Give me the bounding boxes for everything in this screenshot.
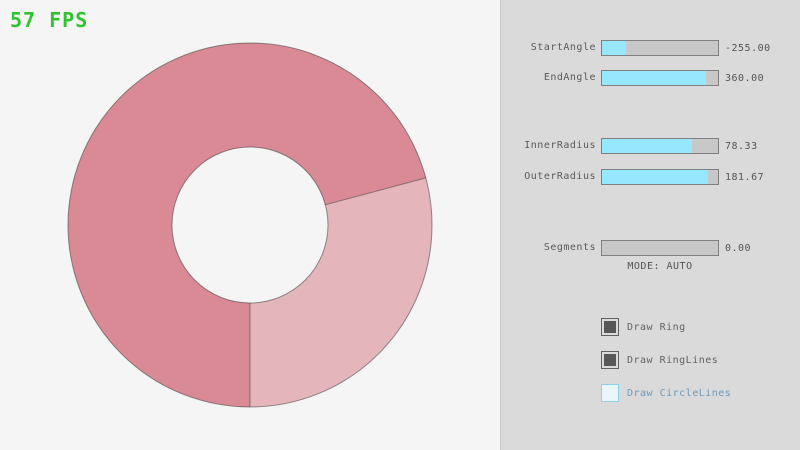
- control-panel: StartAngle -255.00 EndAngle 360.00 Inner…: [500, 0, 800, 450]
- endangle-label: EndAngle: [543, 72, 596, 83]
- startangle-slider[interactable]: [601, 40, 719, 56]
- ring-lines: [67, 42, 433, 408]
- innerradius-label: InnerRadius: [524, 140, 596, 151]
- endangle-slider[interactable]: [601, 70, 719, 86]
- draw-ringlines-label: Draw RingLines: [627, 354, 719, 366]
- slider-row-startangle: StartAngle -255.00: [501, 40, 800, 56]
- innerradius-slider-fill: [602, 139, 693, 153]
- fps-counter: 57 FPS: [10, 8, 89, 32]
- outerradius-slider[interactable]: [601, 169, 719, 185]
- draw-circlelines-checkbox[interactable]: [601, 384, 619, 402]
- outerradius-value: 181.67: [725, 171, 765, 183]
- ring-chart: [67, 42, 433, 408]
- innerradius-value: 78.33: [725, 140, 758, 152]
- slider-row-outerradius: OuterRadius 181.67: [501, 169, 800, 185]
- segments-label: Segments: [543, 242, 596, 253]
- innerradius-slider[interactable]: [601, 138, 719, 154]
- slider-row-segments: Segments 0.00: [501, 240, 800, 256]
- checkbox-row-draw-circlelines: Draw CircleLines: [601, 384, 731, 402]
- draw-ringlines-checkbox[interactable]: [601, 351, 619, 369]
- slider-row-innerradius: InnerRadius 78.33: [501, 138, 800, 154]
- outerradius-slider-fill: [602, 170, 708, 184]
- ring-inner-outline: [171, 146, 329, 304]
- startangle-value: -255.00: [725, 42, 771, 54]
- ring-light-sector: [250, 177, 433, 407]
- draw-circlelines-label: Draw CircleLines: [627, 387, 732, 399]
- startangle-slider-fill: [602, 41, 627, 55]
- ring-start-edge-line: [325, 177, 426, 206]
- ring-dark-sector: [68, 43, 426, 408]
- startangle-label: StartAngle: [530, 42, 596, 53]
- endangle-value: 360.00: [725, 72, 765, 84]
- mode-label: MODE: AUTO: [627, 261, 693, 272]
- segments-value: 0.00: [725, 242, 752, 254]
- segments-slider[interactable]: [601, 240, 719, 256]
- checkbox-row-draw-ringlines: Draw RingLines: [601, 351, 718, 369]
- checkbox-row-draw-ring: Draw Ring: [601, 318, 686, 336]
- outerradius-label: OuterRadius: [524, 171, 596, 182]
- slider-row-endangle: EndAngle 360.00: [501, 70, 800, 86]
- endangle-slider-fill: [602, 71, 707, 85]
- draw-ring-checkbox[interactable]: [601, 318, 619, 336]
- draw-ring-label: Draw Ring: [627, 321, 686, 333]
